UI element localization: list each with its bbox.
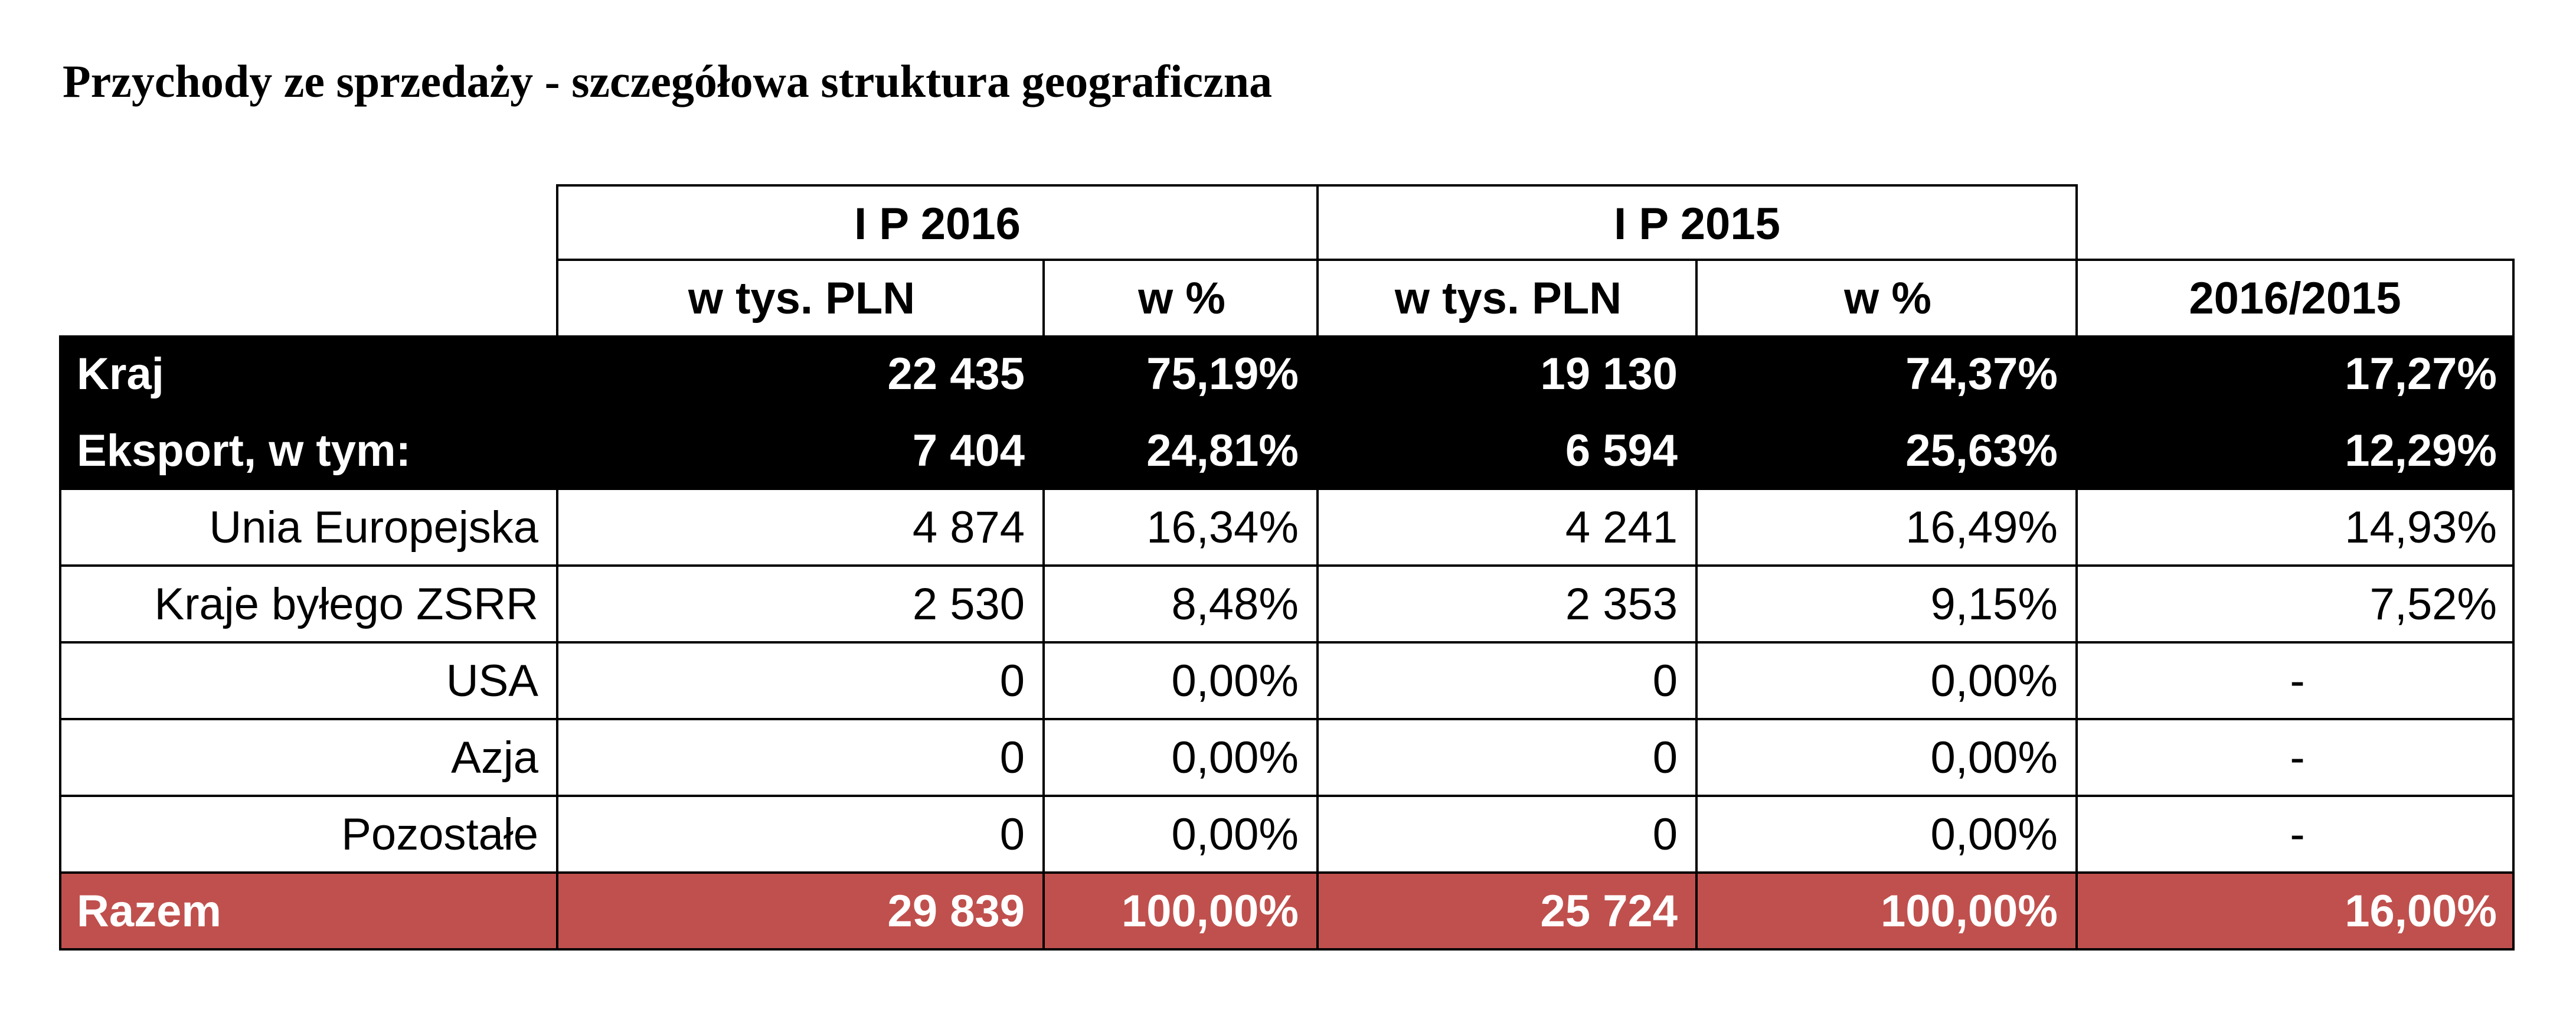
value-2016: 0: [999, 809, 1025, 860]
table-row-unia-europejska: Unia Europejska 4 874 16,34% 4 241 16,49…: [59, 489, 2515, 566]
grid-line: [59, 948, 2515, 951]
value-2015: 0: [1652, 809, 1678, 860]
value-2015: 2 353: [1565, 579, 1678, 629]
share-2016: 0,00%: [1171, 809, 1299, 860]
share-2016: 8,48%: [1171, 579, 1299, 629]
change-value: 12,29%: [2345, 425, 2497, 476]
share-2015: 16,49%: [1905, 502, 2058, 553]
grid-line: [59, 335, 61, 951]
change-value: -: [2290, 809, 2305, 860]
share-2015: 25,63%: [1905, 425, 2058, 476]
header-period-2016: I P 2016: [556, 184, 1319, 261]
value-2016: 2 530: [912, 579, 1025, 629]
row-label: Kraje byłego ZSRR: [154, 579, 539, 629]
row-label: Unia Europejska: [209, 502, 538, 553]
header-share-2016: w %: [1042, 259, 1319, 335]
share-2015: 9,15%: [1930, 579, 2058, 629]
value-2015: 4 241: [1565, 502, 1678, 553]
change-value: 17,27%: [2345, 348, 2497, 399]
share-2016: 100,00%: [1121, 886, 1299, 936]
page-title: Przychody ze sprzedaży - szczegółowa str…: [63, 55, 1273, 107]
grid-line: [1695, 335, 1698, 951]
value-2016: 0: [999, 732, 1025, 783]
table-row-kraje-zsrr: Kraje byłego ZSRR 2 530 8,48% 2 353 9,15…: [59, 566, 2515, 642]
change-value: 7,52%: [2369, 579, 2497, 629]
grid-line: [556, 335, 558, 951]
grid-line: [1316, 335, 1319, 951]
row-label: Razem: [77, 886, 221, 936]
grid-line: [59, 641, 2515, 644]
revenue-table: I P 2016 I P 2015 w tys. PLN w % w tys. …: [59, 184, 2515, 952]
row-label: Azja: [451, 732, 538, 783]
value-2015: 19 130: [1540, 348, 1678, 399]
change-value: 14,93%: [2345, 502, 2497, 553]
value-2016: 7 404: [912, 425, 1025, 476]
share-2016: 0,00%: [1171, 732, 1299, 783]
grid-line: [1042, 335, 1045, 951]
row-label: Eksport, w tym:: [77, 425, 411, 476]
value-2016: 4 874: [912, 502, 1025, 553]
header-change: 2016/2015: [2075, 259, 2515, 335]
table-row-kraj: Kraj 22 435 75,19% 19 130 74,37% 17,27%: [59, 335, 2515, 412]
share-2015: 0,00%: [1930, 809, 2058, 860]
header-value-2016: w tys. PLN: [556, 259, 1045, 335]
value-2015: 6 594: [1565, 425, 1678, 476]
grid-line: [59, 488, 2515, 490]
grid-line: [59, 718, 2515, 720]
value-2015: 0: [1652, 655, 1678, 706]
share-2015: 100,00%: [1880, 886, 2058, 936]
value-2016: 29 839: [887, 886, 1025, 936]
share-2015: 0,00%: [1930, 732, 2058, 783]
value-2015: 0: [1652, 732, 1678, 783]
share-2016: 24,81%: [1146, 425, 1299, 476]
row-label: Kraj: [77, 348, 164, 399]
share-2016: 75,19%: [1146, 348, 1299, 399]
row-label: USA: [446, 655, 538, 706]
table-row-eksport: Eksport, w tym: 7 404 24,81% 6 594 25,63…: [59, 412, 2515, 489]
row-label: Pozostałe: [341, 809, 538, 860]
table-row-razem: Razem 29 839 100,00% 25 724 100,00% 16,0…: [59, 873, 2515, 949]
share-2015: 0,00%: [1930, 655, 2058, 706]
grid-line: [59, 564, 2515, 567]
change-value: 16,00%: [2345, 886, 2497, 936]
header-share-2015: w %: [1695, 259, 2078, 335]
value-2016: 0: [999, 655, 1025, 706]
change-value: -: [2290, 732, 2305, 783]
value-2016: 22 435: [887, 348, 1025, 399]
value-2015: 25 724: [1540, 886, 1678, 936]
share-2016: 0,00%: [1171, 655, 1299, 706]
change-value: -: [2290, 655, 2305, 706]
grid-line: [2512, 335, 2515, 951]
header-value-2015: w tys. PLN: [1316, 259, 1698, 335]
share-2015: 74,37%: [1905, 348, 2058, 399]
share-2016: 16,34%: [1146, 502, 1299, 553]
table-row-pozostale: Pozostałe 0 0,00% 0 0,00% -: [59, 796, 2515, 873]
grid-line: [59, 795, 2515, 797]
table-row-azja: Azja 0 0,00% 0 0,00% -: [59, 719, 2515, 796]
table-row-usa: USA 0 0,00% 0 0,00% -: [59, 642, 2515, 719]
grid-line: [2075, 335, 2078, 951]
header-period-2015: I P 2015: [1316, 184, 2078, 261]
grid-line: [59, 871, 2515, 874]
